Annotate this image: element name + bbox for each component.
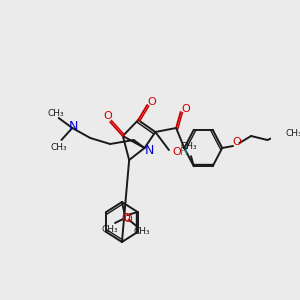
Text: O: O (122, 213, 130, 223)
Text: CH₃: CH₃ (48, 109, 64, 118)
Text: CH₃: CH₃ (50, 142, 67, 152)
Text: CH₃: CH₃ (101, 224, 118, 233)
Text: CH₃: CH₃ (134, 226, 150, 236)
Text: O: O (182, 104, 190, 114)
Text: O: O (123, 214, 132, 224)
Text: H: H (180, 147, 188, 157)
Text: O: O (232, 137, 241, 147)
Text: CH₃: CH₃ (285, 130, 300, 139)
Text: O: O (103, 111, 112, 121)
Text: N: N (144, 143, 154, 157)
Text: O: O (147, 97, 156, 107)
Text: O: O (172, 147, 181, 157)
Text: N: N (68, 119, 78, 133)
Text: CH₃: CH₃ (180, 142, 196, 151)
